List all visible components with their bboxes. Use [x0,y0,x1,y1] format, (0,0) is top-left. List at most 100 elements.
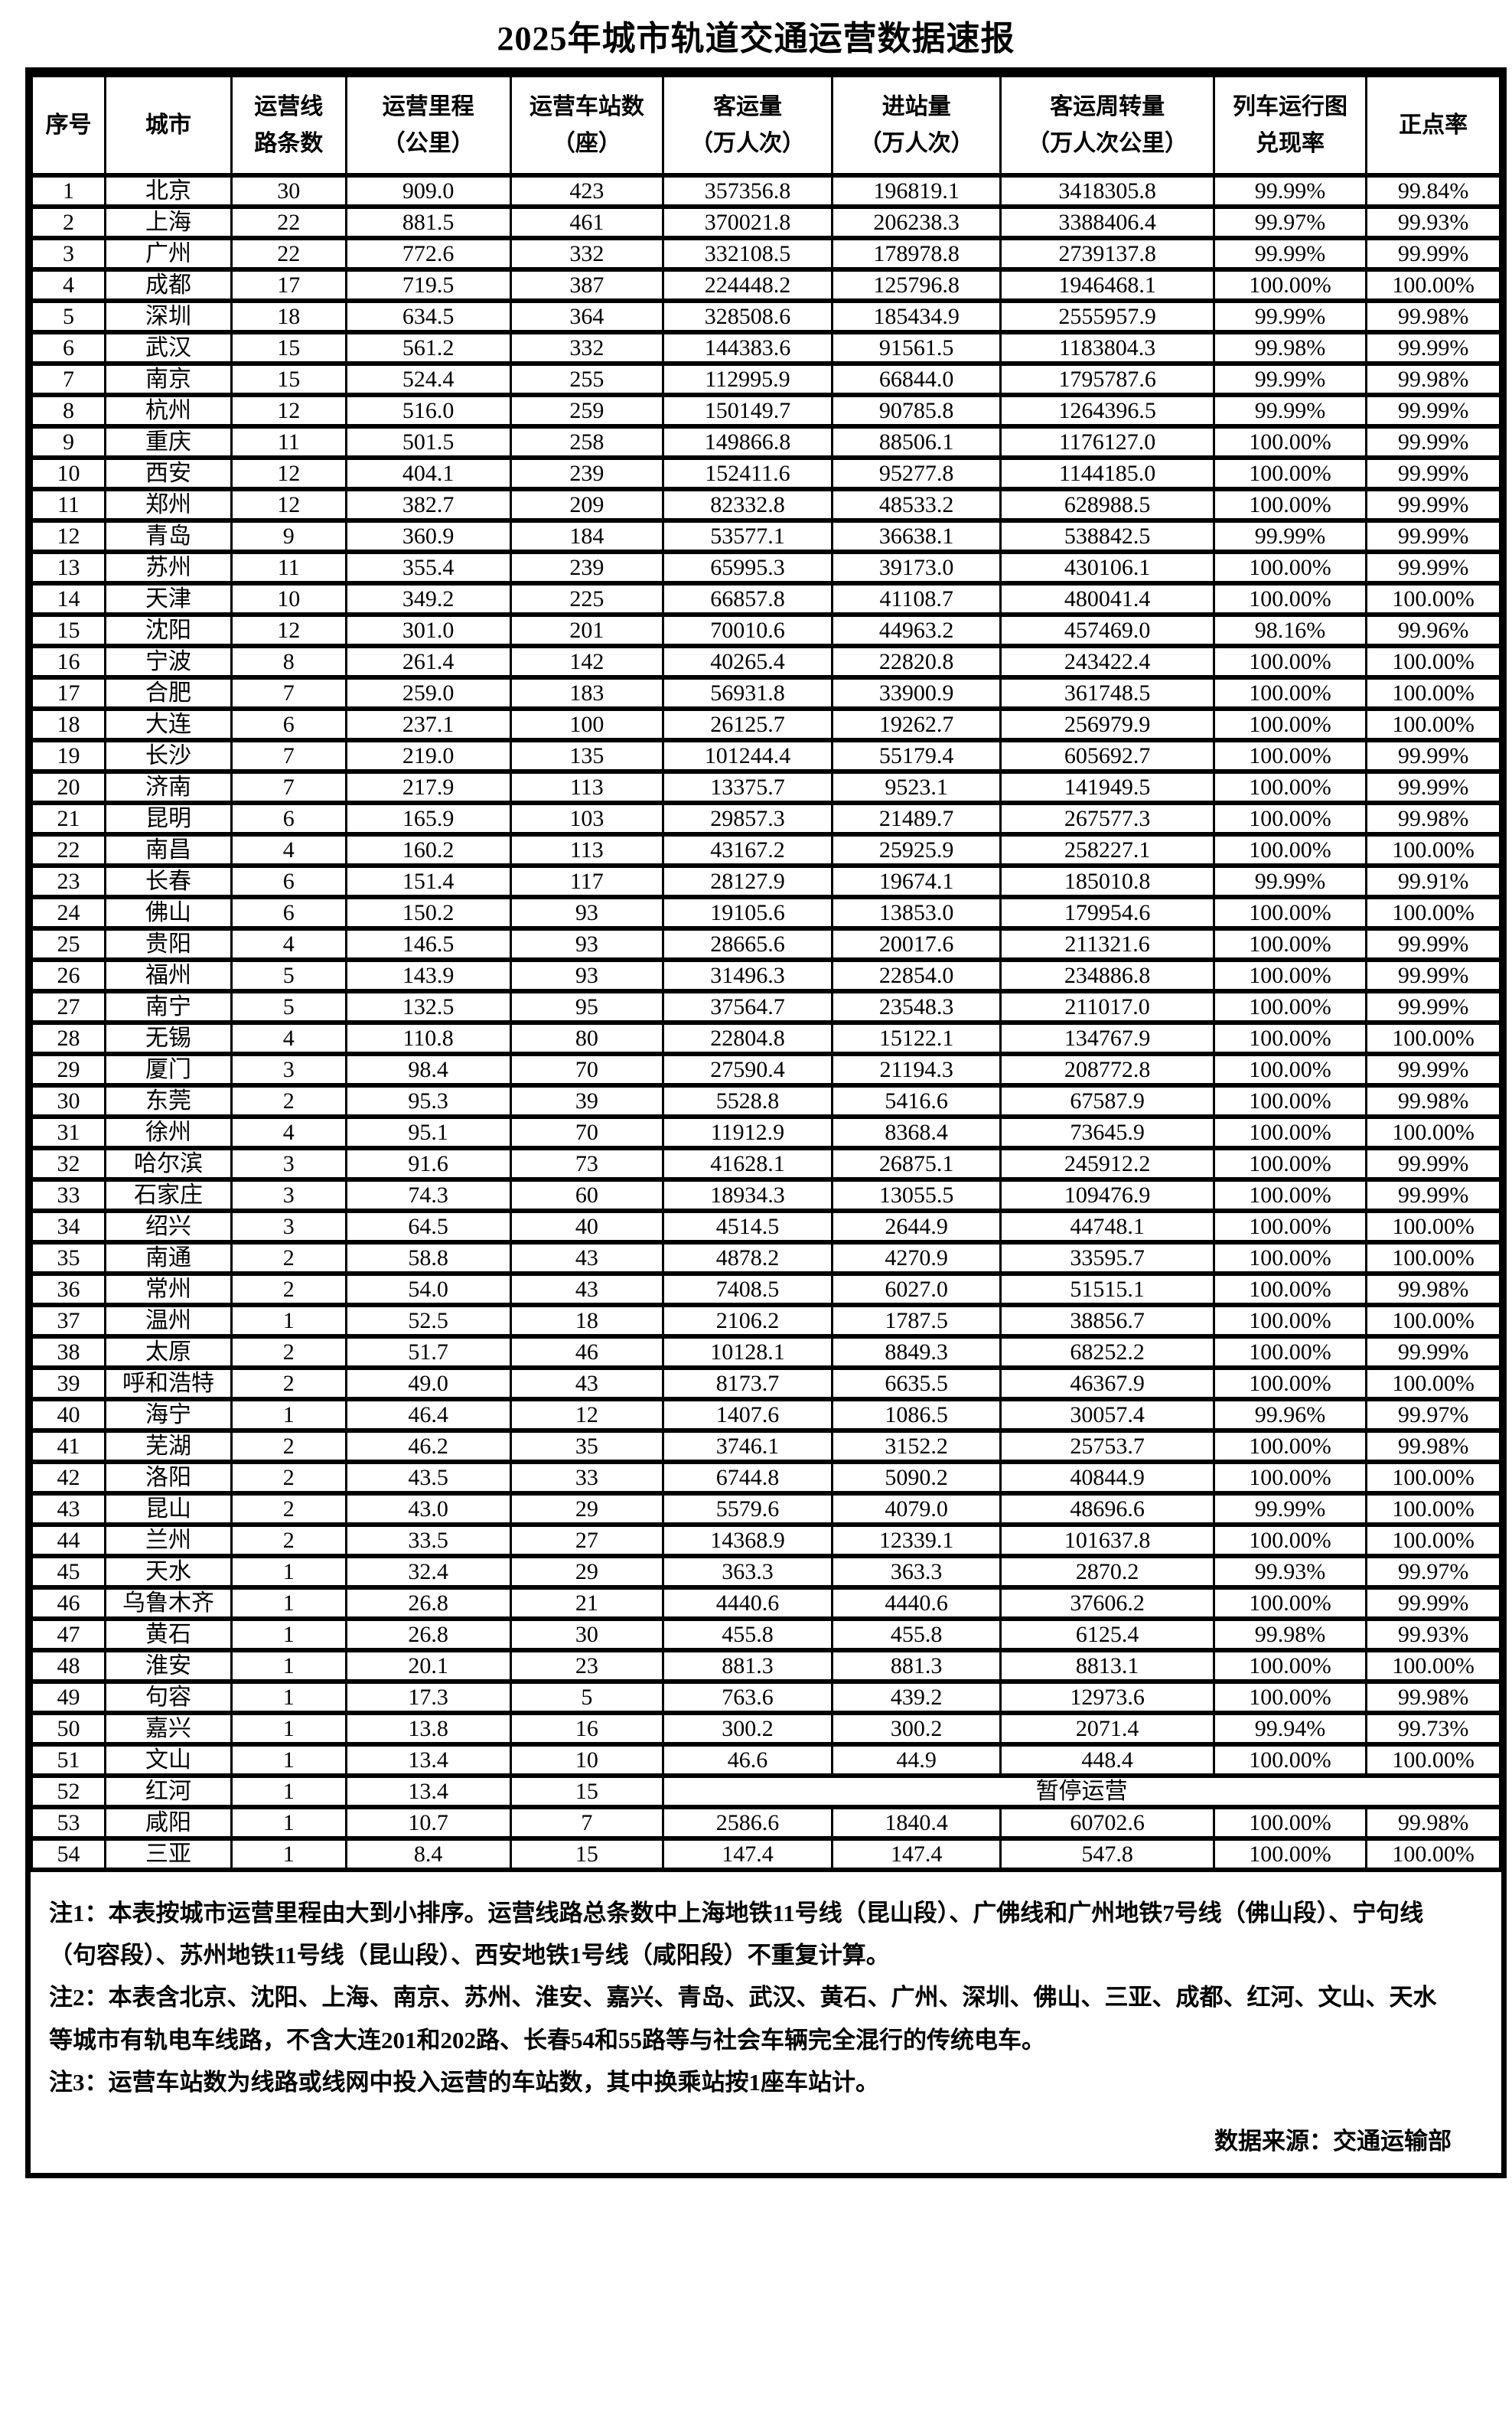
cell: 99.99% [1212,298,1368,334]
cell: 21489.7 [830,801,1002,837]
cell: 132.5 [344,989,512,1025]
cell: 100.00% [1212,550,1368,586]
cell: 99.91% [1365,863,1501,899]
cell: 103 [509,801,665,837]
cell: 46 [31,1585,106,1621]
footnote: 注3：运营车站数为线路或线网中投入运营的车站数，其中换乘站按1座车站计。 [49,2068,879,2096]
cell: 99.99% [1365,455,1501,491]
cell: 100.00% [1365,706,1501,742]
cell: 185434.9 [830,298,1002,334]
cell: 1 [230,1397,347,1433]
cell: 天津 [103,581,233,617]
cell: 15 [509,1836,665,1872]
table-row: 48 淮安 1 20.1 23 881.3 881.3 8813.1 100.00% 100.00… [31,1648,1501,1684]
cell: 99.99% [1365,926,1501,962]
table-row: 1 北京 30 909.0 423 357356.8 196819.1 3418305.8 99… [31,173,1501,209]
cell: 天水 [103,1554,233,1590]
cell: 33900.9 [830,675,1002,711]
cell: 45 [31,1554,106,1590]
cell: 54 [31,1836,106,1872]
cell: 2555957.9 [999,298,1215,334]
cell: 332 [509,236,665,272]
cell: 100.00% [1212,1836,1368,1872]
cell: 22854.0 [830,957,1002,993]
cell: 33595.7 [999,1240,1215,1276]
cell: 太原 [103,1334,233,1370]
table-row: 24 佛山 6 150.2 93 19105.6 13853.0 179954.6 100.00… [31,895,1501,931]
cell: 4270.9 [830,1240,1002,1276]
cell: 42 [31,1460,106,1496]
cell: 225 [509,581,665,617]
cell: 海宁 [103,1397,233,1433]
cell: 363.3 [662,1554,833,1590]
table-row: 5 深圳 18 634.5 364 328508.6 185434.9 2555957.9 99… [31,298,1501,334]
table-row: 28 无锡 4 110.8 80 22804.8 15122.1 134767.9 100.00… [31,1020,1501,1056]
cell: 10 [31,455,106,491]
cell: 25 [31,926,106,962]
cell: 267577.3 [999,801,1215,837]
cell: 99.96% [1365,612,1501,648]
cell: 13 [31,550,106,586]
cell: 100.00% [1212,675,1368,711]
cell: 37564.7 [662,989,833,1025]
cell: 4079.0 [830,1491,1002,1527]
cell: 49.0 [344,1365,512,1401]
table-row: 10 西安 12 404.1 239 152411.6 95277.8 1144185.0 10… [31,455,1501,491]
cell: 88506.1 [830,424,1002,460]
table-row: 44 兰州 2 33.5 27 14368.9 12339.1 101637.8 100.00%… [31,1522,1501,1558]
cell: 19674.1 [830,863,1002,899]
cell: 句容 [103,1679,233,1715]
cell: 117 [509,863,665,899]
cell: 37 [31,1303,106,1339]
cell: 100.00% [1212,926,1368,962]
cell: 8173.7 [662,1365,833,1401]
cell: 56931.8 [662,675,833,711]
cell: 徐州 [103,1114,233,1150]
cell: 6125.4 [999,1616,1215,1652]
cell: 31496.3 [662,957,833,993]
cell: 6 [230,706,347,742]
cell: 21 [509,1585,665,1621]
cell: 53577.1 [662,518,833,554]
cell: 256979.9 [999,706,1215,742]
cell: 28 [31,1020,106,1056]
cell: 1 [230,1585,347,1621]
cell: 3 [230,1177,347,1213]
cell: 6744.8 [662,1460,833,1496]
cell: 温州 [103,1303,233,1339]
cell: 100.00% [1212,801,1368,837]
cell: 93 [509,957,665,993]
cell: 12339.1 [830,1522,1002,1558]
cell: 26.8 [344,1585,512,1621]
cell: 郑州 [103,487,233,523]
cell: 99.84% [1365,173,1501,209]
cell: 4514.5 [662,1209,833,1245]
table-row: 40 海宁 1 46.4 12 1407.6 1086.5 30057.4 99.96% 99.9… [31,1397,1501,1433]
cell: 99.99% [1212,863,1368,899]
cell: 28127.9 [662,863,833,899]
page-title: 2025年城市轨道交通运营数据速报 [497,20,1015,57]
cell: 5 [509,1679,665,1715]
cell: 1795787.6 [999,361,1215,397]
cell: 524.4 [344,361,512,397]
cell: 5 [31,298,106,334]
table-row: 52 红河 1 13.4 15 暂停运营 [31,1773,1501,1809]
cell: 14 [31,581,106,617]
cell: 70 [509,1114,665,1150]
table-row: 43 昆山 2 43.0 29 5579.6 4079.0 48696.6 99.99% 100.… [31,1491,1501,1527]
cell: 301.0 [344,612,512,648]
cell: 99.99% [1365,550,1501,586]
table-row: 21 昆明 6 165.9 103 29857.3 21489.7 267577.3 100.0… [31,801,1501,837]
cell: 26.8 [344,1616,512,1652]
cell: 8368.4 [830,1114,1002,1150]
cell: 9 [230,518,347,554]
cell: 99.98% [1365,1805,1501,1841]
cell: 2 [230,1491,347,1527]
cell: 150.2 [344,895,512,931]
column-header: 客运量 （万人次） [662,73,833,178]
table-row: 30 东莞 2 95.3 39 5528.8 5416.6 67587.9 100.00% 99.… [31,1083,1501,1119]
cell: 18 [230,298,347,334]
cell: 12973.6 [999,1679,1215,1715]
cell: 1176127.0 [999,424,1215,460]
table-row: 35 南通 2 58.8 43 4878.2 4270.9 33595.7 100.00% 100… [31,1240,1501,1276]
